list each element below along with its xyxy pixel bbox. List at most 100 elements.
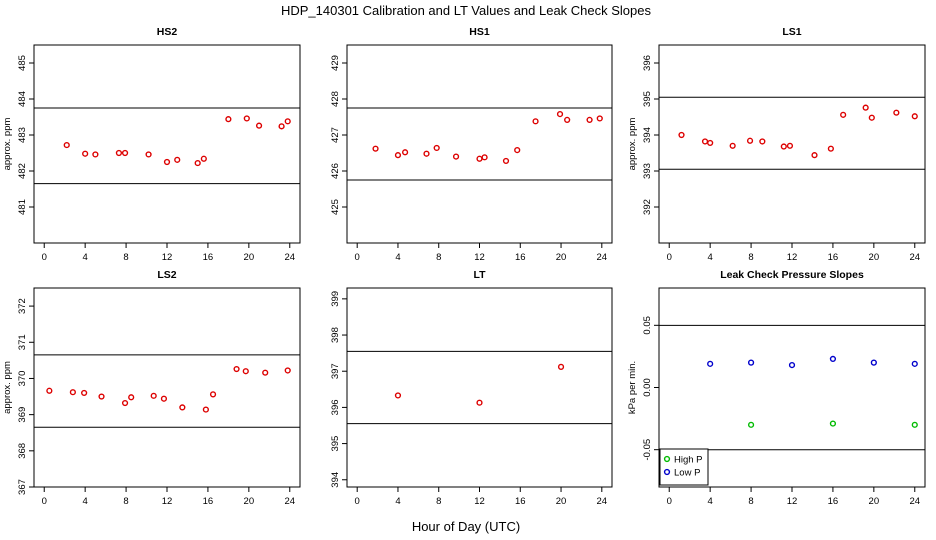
- x-tick-label: 4: [395, 496, 400, 507]
- data-point: [811, 152, 818, 159]
- data-point-low-p: [870, 359, 877, 366]
- y-tick-label: 0.00: [642, 378, 653, 397]
- data-point-low-p: [911, 360, 918, 367]
- y-tick-label: 429: [330, 55, 341, 71]
- y-tick-label: 395: [642, 91, 653, 107]
- data-point-high-p: [911, 421, 918, 428]
- legend: High P Low P: [659, 448, 709, 486]
- data-point: [394, 152, 402, 159]
- x-tick-label: 8: [123, 252, 128, 263]
- data-point: [262, 369, 269, 376]
- data-point: [868, 114, 875, 121]
- data-point: [746, 137, 754, 144]
- x-tick-label: 4: [83, 252, 88, 263]
- y-tick-label: 427: [330, 127, 341, 143]
- panel-title: LT: [473, 269, 486, 281]
- legend-box: [659, 448, 709, 486]
- data-point-high-p: [829, 420, 837, 427]
- data-point: [92, 151, 99, 158]
- x-tick-label: 0: [355, 496, 360, 507]
- data-point: [202, 406, 209, 413]
- y-tick-label: 481: [17, 199, 28, 215]
- data-point: [701, 138, 709, 145]
- x-tick-label: 20: [869, 496, 880, 507]
- data-point: [557, 363, 565, 370]
- data-point: [433, 144, 440, 152]
- x-tick-label: 8: [748, 252, 753, 263]
- y-tick-label: 393: [642, 163, 653, 179]
- x-tick-label: 12: [474, 252, 485, 263]
- x-tick-label: 4: [83, 496, 88, 507]
- legend-marker: [663, 455, 671, 463]
- y-tick-label: 395: [330, 436, 341, 452]
- data-point: [255, 122, 263, 129]
- y-tick-label: 394: [642, 127, 653, 143]
- y-tick-label: 396: [642, 55, 653, 71]
- x-tick-label: 8: [123, 496, 128, 507]
- data-point: [452, 153, 460, 160]
- y-tick-label: 371: [17, 334, 28, 350]
- data-point: [780, 143, 787, 150]
- y-tick-label: 398: [330, 327, 341, 343]
- data-point: [502, 157, 510, 165]
- data-point-low-p: [788, 362, 796, 369]
- x-tick-label: 12: [162, 496, 173, 507]
- data-point: [911, 113, 918, 120]
- legend-label: High P: [674, 455, 703, 466]
- x-tick-label: 20: [556, 496, 567, 507]
- x-tick-label: 0: [42, 252, 47, 263]
- data-point-low-p: [707, 360, 714, 367]
- y-tick-label: 396: [330, 399, 341, 415]
- y-tick-label: 425: [330, 199, 341, 215]
- data-point: [827, 145, 834, 152]
- data-point: [69, 389, 76, 396]
- data-point: [63, 141, 70, 149]
- chart-panel-6: Leak Check Pressure Slopes kPa per min. 0 4…: [627, 269, 926, 507]
- x-tick-label: 12: [474, 496, 485, 507]
- data-point: [145, 151, 152, 158]
- y-tick-label: 394: [330, 472, 341, 488]
- data-point: [596, 115, 603, 122]
- data-point: [81, 389, 88, 397]
- data-point: [423, 150, 430, 157]
- x-tick-label: 20: [244, 496, 255, 507]
- x-tick-label: 16: [828, 496, 839, 507]
- chart-panel-5: LT 0 4 8 12 16 20 24 394 395 396 397 398 399: [330, 269, 613, 507]
- data-point: [194, 159, 201, 167]
- data-point: [278, 123, 285, 130]
- panel-title: Leak Check Pressure Slopes: [720, 269, 864, 281]
- data-point: [115, 149, 123, 157]
- y-tick-label: 426: [330, 163, 341, 179]
- y-tick-label: 483: [17, 127, 28, 143]
- y-tick-label: 370: [17, 371, 28, 387]
- data-point: [233, 365, 240, 373]
- x-tick-label: 0: [42, 496, 47, 507]
- x-tick-label: 24: [909, 252, 920, 263]
- data-point: [121, 399, 129, 407]
- chart-panel-2: HS1 0 4 8 12 16 20 24 425 426 427 428 429: [330, 26, 613, 263]
- x-tick-label: 16: [515, 252, 526, 263]
- y-tick-label: 368: [17, 443, 28, 459]
- data-point: [678, 131, 685, 139]
- data-point: [128, 394, 135, 401]
- x-tick-label: 24: [597, 496, 608, 507]
- x-tick-label: 4: [708, 252, 713, 263]
- data-point: [564, 116, 571, 123]
- y-tick-label: 369: [17, 407, 28, 423]
- data-point: [163, 158, 171, 166]
- y-tick-label: 485: [17, 55, 28, 71]
- x-tick-label: 20: [869, 252, 880, 263]
- data-point: [862, 104, 869, 111]
- x-tick-label: 16: [515, 496, 526, 507]
- x-tick-label: 24: [909, 496, 920, 507]
- plot-frame: [33, 44, 301, 244]
- y-tick-label: 367: [17, 479, 28, 495]
- x-tick-label: 12: [162, 252, 173, 263]
- x-tick-label: 12: [787, 496, 798, 507]
- x-tick-label: 8: [436, 496, 441, 507]
- plot-frame: [346, 44, 613, 244]
- x-tick-label: 0: [667, 252, 672, 263]
- data-point: [225, 116, 232, 123]
- data-point: [476, 155, 483, 162]
- x-tick-label: 16: [203, 496, 214, 507]
